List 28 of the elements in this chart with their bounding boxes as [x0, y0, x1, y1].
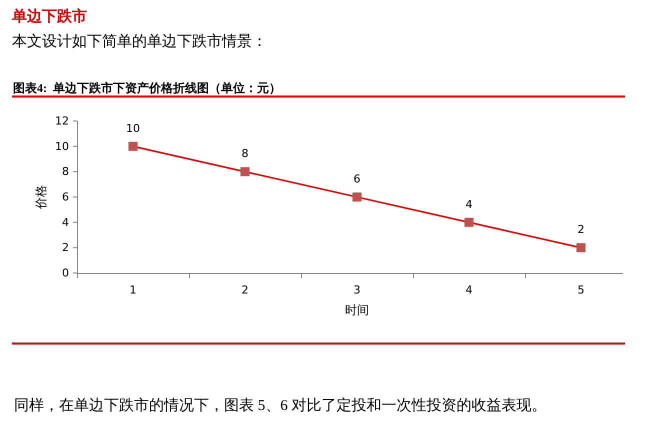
point	[240, 167, 250, 176]
y-tick-label: 8	[62, 165, 69, 178]
data-label: 8	[242, 147, 248, 160]
x-tick-label: 5	[578, 284, 584, 296]
data-label: 6	[354, 172, 360, 186]
y-tick-label: 0	[62, 266, 69, 280]
y-tick-label: 4	[62, 216, 69, 229]
chart-title: 图表4: 单边下跌市下资产价格折线图（单位：元）	[13, 81, 281, 95]
x-tick-label: 3	[354, 284, 360, 296]
point	[576, 243, 586, 252]
y-axis-title: 价格	[34, 185, 48, 210]
point	[464, 218, 474, 227]
x-axis-title: 时间	[345, 303, 369, 317]
y-tick-label: 10	[55, 140, 69, 153]
text: 本文设计如下简单的单边下跌市情景：	[12, 33, 267, 50]
y-tick-label: 2	[62, 241, 69, 254]
x-tick-label: 1	[130, 284, 136, 296]
y-tick-label: 12	[55, 114, 69, 128]
y-tick-label: 6	[62, 190, 69, 204]
data-label: 10	[126, 122, 140, 135]
point	[352, 192, 362, 202]
x-tick-label: 2	[242, 284, 248, 296]
text: 同样，在单边下跌市的情况下，图表 5、6 对比了定投和一次性投资的收益表现。	[14, 397, 546, 414]
data-label: 4	[466, 198, 472, 211]
text: 单边下跌市	[11, 7, 87, 25]
data-label: 2	[578, 223, 584, 236]
point	[128, 142, 138, 151]
x-tick-label: 4	[466, 284, 472, 296]
